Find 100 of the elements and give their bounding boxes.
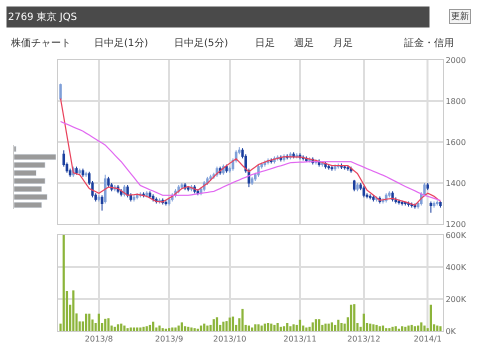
candlestick [98,194,100,202]
bar [123,326,126,331]
bar [324,324,327,331]
bar [203,324,206,331]
bar [14,170,37,176]
bar [337,320,340,331]
text: 更新 [451,11,469,22]
candlestick [78,168,81,176]
bar [314,319,318,331]
bar [107,318,110,331]
candlestick [430,200,432,214]
candlestick [126,184,129,198]
bar [178,326,180,331]
bar [353,304,356,331]
bar [416,326,420,331]
x-tick-label: 2013/11 [283,334,317,344]
candlestick [145,190,148,198]
bar [289,326,292,331]
candlestick [398,198,400,206]
candlestick [334,164,336,172]
y-tick-label: 1200 [446,220,466,229]
bar [212,319,215,331]
bar [340,323,343,331]
candlestick [104,174,107,204]
bar [369,324,372,331]
y-tick-label: 1400 [446,178,466,188]
candlestick [356,182,359,192]
bar [14,162,46,168]
bar [194,328,196,331]
candlestick [132,194,136,202]
bar [120,324,122,331]
bar [232,316,234,331]
candlestick [330,165,334,172]
candlestick [439,200,442,208]
candlestick [75,166,78,176]
bar [248,326,250,331]
bar [84,314,88,331]
bar [318,319,320,331]
bar [171,327,174,331]
candlestick [120,188,122,197]
y-tick-label: 1800 [446,96,466,106]
text: 証金・信用 [404,37,454,49]
candlestick [250,176,254,186]
bar [88,314,90,331]
bar [14,202,42,208]
bar [136,327,138,331]
bar [184,326,186,331]
bar [14,154,56,160]
candlestick [327,164,330,170]
candlestick [82,168,84,178]
bar [388,328,390,331]
candlestick [343,164,346,170]
candlestick [324,160,327,170]
bar [328,324,330,331]
candlestick [136,192,138,200]
candlestick [84,171,88,178]
bar [72,290,74,331]
candlestick [164,200,168,206]
bar [139,327,142,331]
text: 日中足(5分) [174,37,228,49]
text: 週足 [294,38,314,49]
candlestick [148,190,152,199]
candlestick [368,194,372,200]
y-tick-label: 2000 [446,56,466,65]
bar [14,178,46,184]
candlestick [426,182,429,191]
bar [152,322,154,331]
candlestick [362,186,366,198]
candlestick [340,163,343,170]
bar [414,326,416,331]
bar [312,322,314,331]
candlestick [346,165,350,172]
y-tick-label: 200K [446,294,467,304]
line-series [60,98,442,206]
bar [254,324,256,331]
chart-title: 2769 東京 JQS [8,11,77,23]
bar [385,328,388,331]
bar [200,326,202,331]
bar [423,326,426,331]
bar [130,327,132,331]
bar [187,326,190,331]
bar [394,326,397,331]
bar [282,326,286,331]
bar [401,326,404,331]
x-tick-label: 2013/9 [155,334,184,344]
bar [222,322,224,331]
bar [228,318,231,331]
text: 株価チャート [10,37,71,49]
candlestick [436,200,439,206]
bar [410,324,413,331]
bar [206,326,209,331]
y-tick-label: 1600 [446,138,466,147]
candlestick [400,200,404,206]
bar [362,314,365,331]
x-tick-label: 2013/8 [84,334,113,344]
candlestick [352,179,356,192]
x-tick-label: 2013/12 [347,334,380,344]
bar [14,186,42,192]
bar [286,323,288,331]
candlestick [100,194,104,212]
